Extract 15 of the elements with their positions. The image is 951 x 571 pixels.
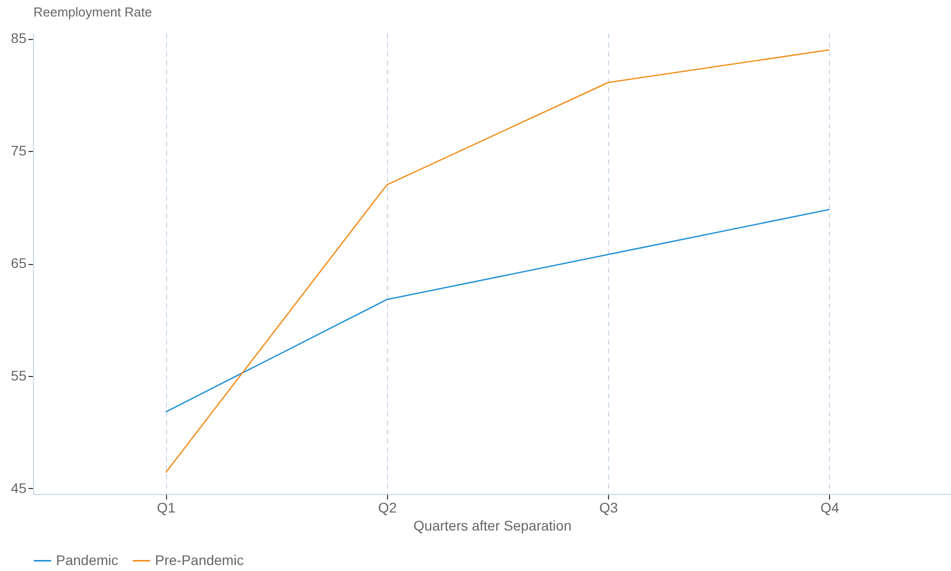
y-tick-label: 55 [10,367,27,384]
line-series [165,49,830,474]
y-axis-title: Reemployment Rate [34,4,152,20]
x-tick-label: Q4 [820,500,840,516]
x-tick-label: Q2 [378,500,397,516]
y-tick-label: 45 [10,480,27,496]
x-tick-label: Q3 [599,500,618,516]
y-tick-label: 85 [10,30,27,46]
y-tick-label: 65 [10,255,27,271]
legend-label: Pre-Pandemic [155,552,244,568]
x-axis-title: Quarters after Separation [414,518,572,534]
line-series [165,208,830,413]
y-tick-label: 75 [10,142,27,159]
x-tick-label: Q1 [156,500,176,516]
legend-label: Pandemic [56,552,118,568]
